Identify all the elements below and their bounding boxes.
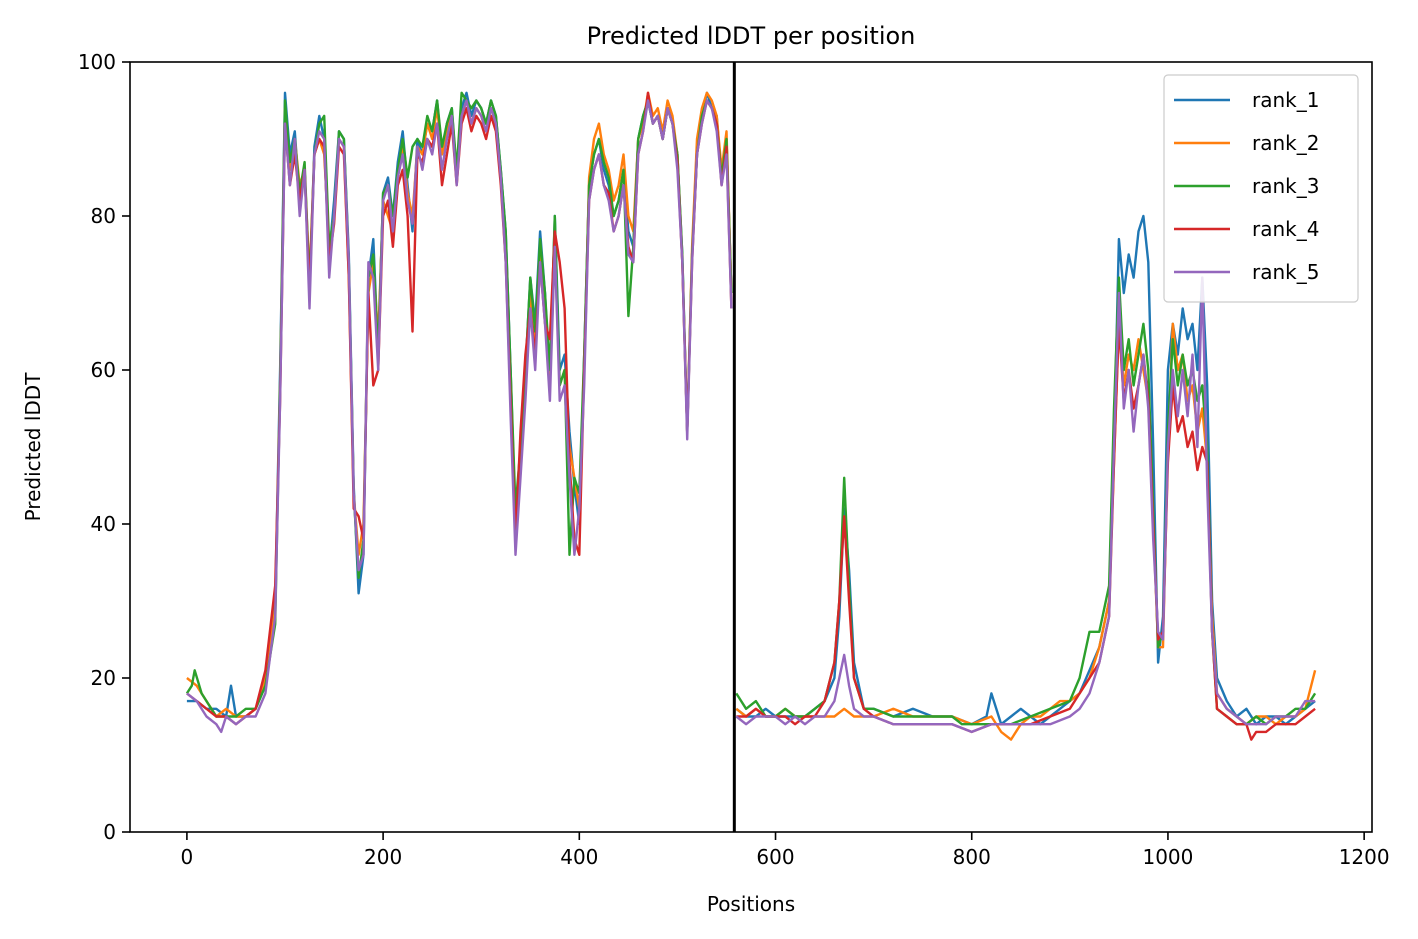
series-line-rank_1 <box>186 91 1316 726</box>
legend-label-rank_4: rank_4 <box>1252 217 1319 241</box>
y-tick-label: 100 <box>78 50 116 74</box>
x-tick-label: 800 <box>953 845 991 869</box>
x-tick-label: 400 <box>560 845 598 869</box>
x-tick-label: 1200 <box>1339 845 1390 869</box>
series-line-rank_3 <box>185 91 1317 726</box>
y-axis-ticks: 0 20 40 60 80 100 <box>78 50 130 844</box>
series-line-rank_4 <box>186 91 1316 741</box>
x-tick-label: 200 <box>364 845 402 869</box>
y-tick-label: 20 <box>91 666 116 690</box>
x-tick-label: 0 <box>181 845 194 869</box>
legend-label-rank_2: rank_2 <box>1252 131 1319 155</box>
legend-label-rank_1: rank_1 <box>1252 88 1319 112</box>
legend-box <box>1163 74 1359 303</box>
y-tick-label: 40 <box>91 512 116 536</box>
chart-title: Predicted lDDT per position <box>587 22 916 50</box>
x-axis-ticks: 0 200 400 600 800 1000 1200 <box>181 832 1390 869</box>
y-tick-label: 60 <box>91 358 116 382</box>
series-line-rank_2 <box>186 91 1317 741</box>
legend: rank_1 rank_2 rank_3 rank_4 rank_5 <box>1163 74 1359 303</box>
series-line-rank_5 <box>186 99 1316 734</box>
legend-label-rank_5: rank_5 <box>1252 260 1319 284</box>
x-tick-label: 600 <box>756 845 794 869</box>
y-tick-label: 80 <box>91 204 116 228</box>
y-tick-label: 0 <box>103 820 116 844</box>
x-axis-label: Positions <box>707 892 795 916</box>
y-axis-label: Predicted lDDT <box>21 372 45 522</box>
plot-frame <box>129 61 1373 833</box>
series-layer <box>185 91 1317 741</box>
legend-label-rank_3: rank_3 <box>1252 174 1319 198</box>
x-tick-label: 1000 <box>1142 845 1193 869</box>
